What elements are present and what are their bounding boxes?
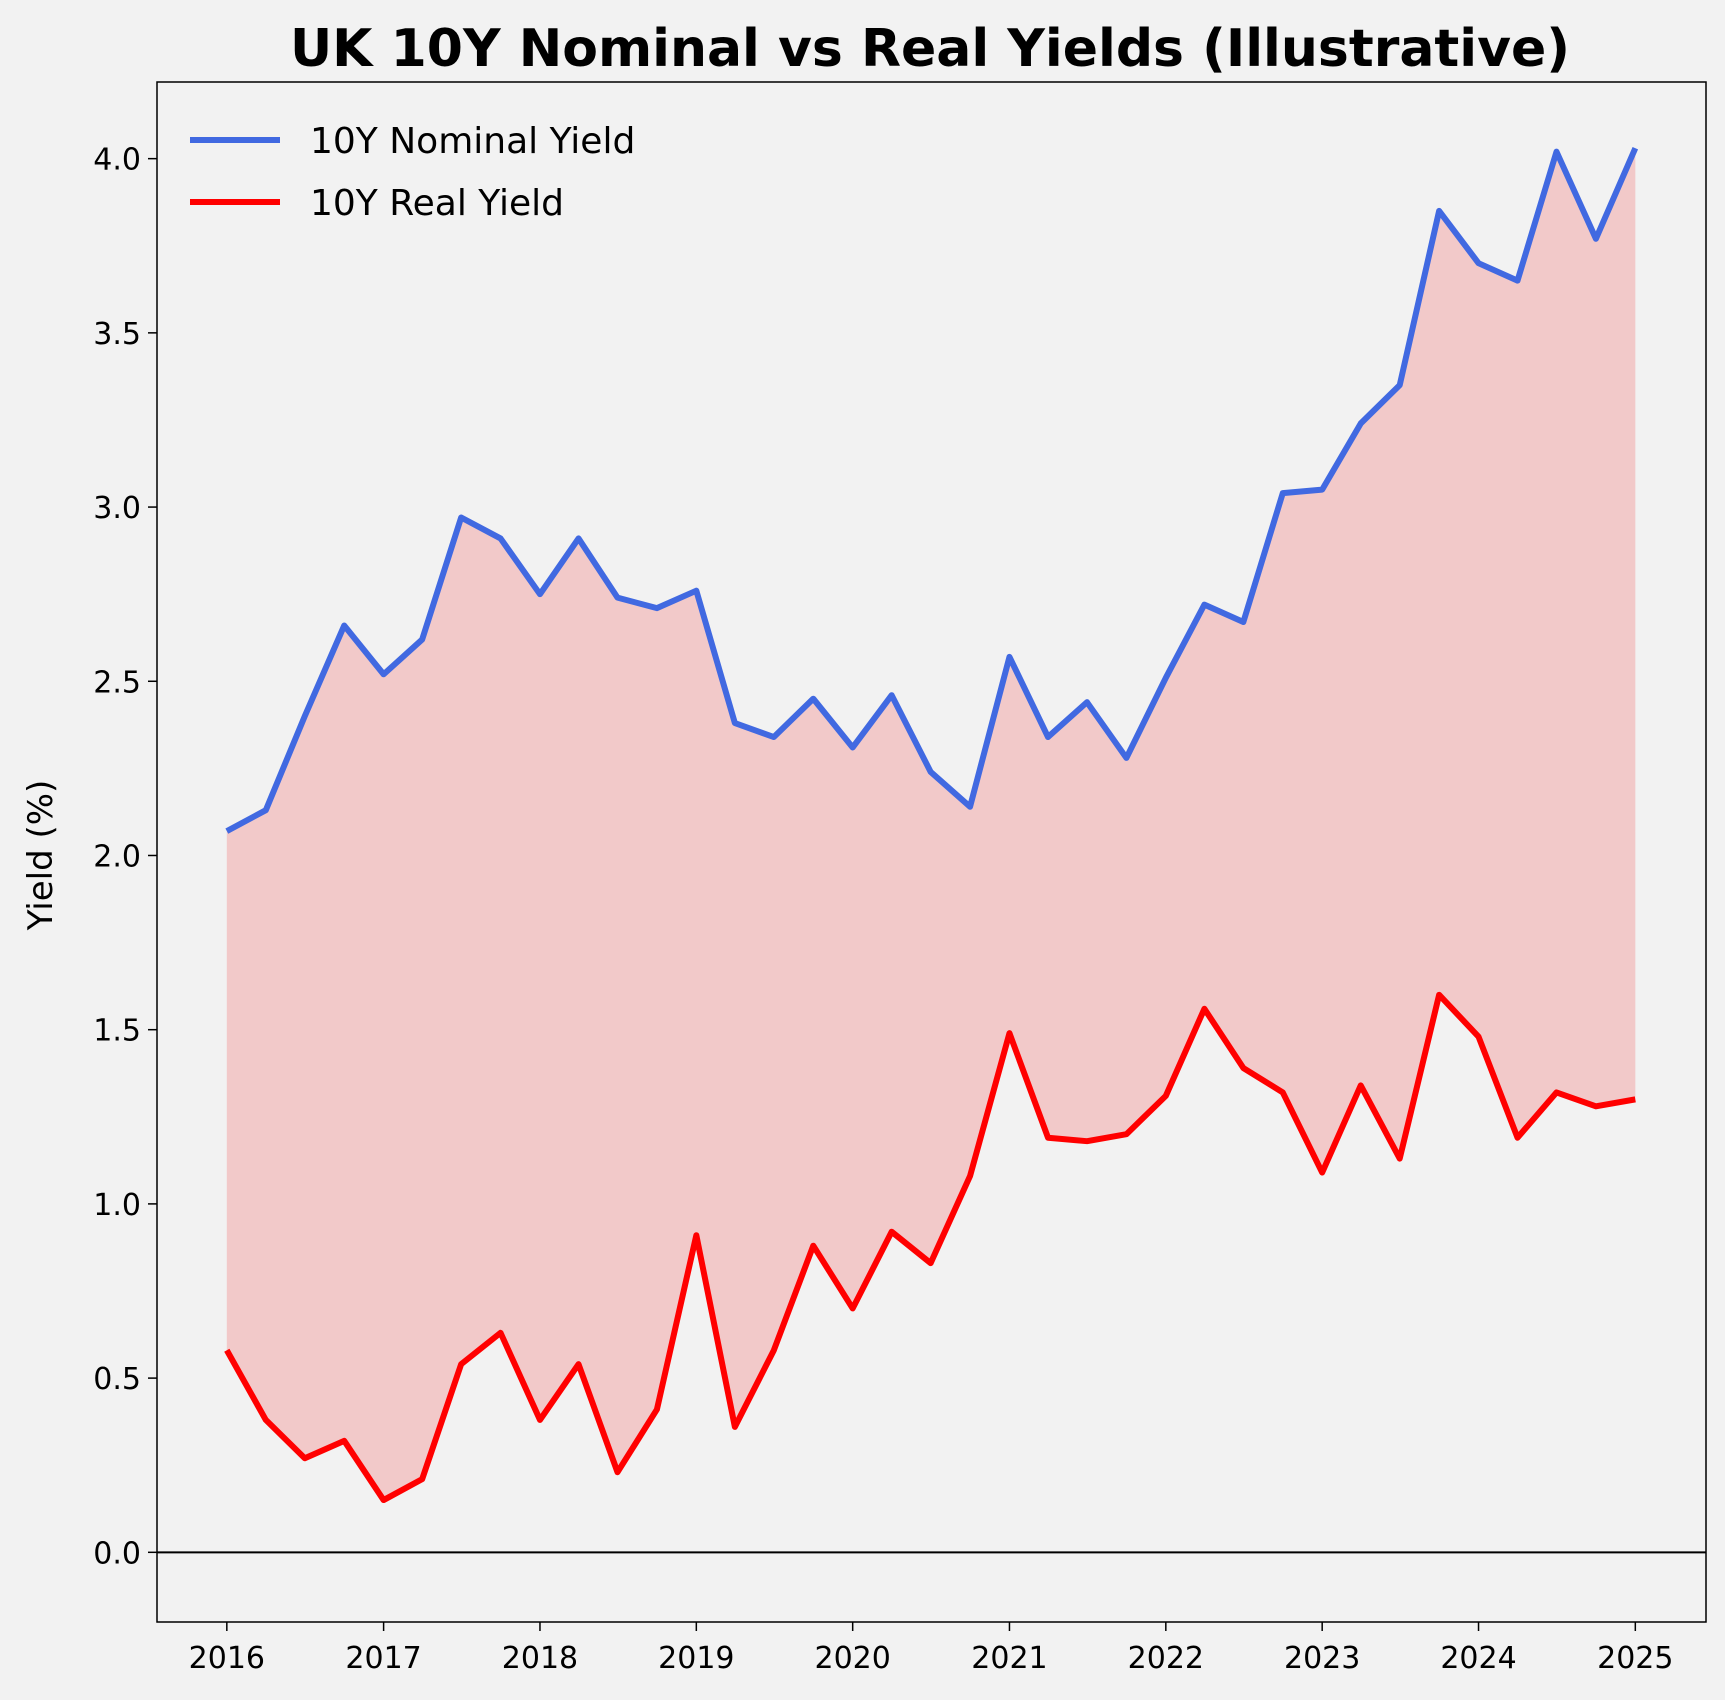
- y-tick-label: 2.5: [93, 665, 141, 700]
- legend: 10Y Nominal Yield 10Y Real Yield: [190, 121, 635, 224]
- x-tick-label: 2021: [971, 1641, 1047, 1676]
- x-tick-label: 2018: [502, 1641, 578, 1676]
- x-tick-label: 2023: [1284, 1641, 1360, 1676]
- legend-label: 10Y Real Yield: [310, 183, 564, 224]
- x-tick-label: 2025: [1597, 1641, 1673, 1676]
- y-tick-label: 3.0: [93, 491, 141, 526]
- x-tick-label: 2019: [658, 1641, 734, 1676]
- x-tick-label: 2024: [1440, 1641, 1516, 1676]
- series-line-real: [224, 991, 1636, 1504]
- y-tick-label: 0.5: [93, 1362, 141, 1397]
- x-tick-label: 2016: [189, 1641, 265, 1676]
- x-tick-label: 2017: [345, 1641, 421, 1676]
- y-tick-label: 0.0: [93, 1536, 141, 1571]
- chart-title: UK 10Y Nominal vs Real Yields (Illustrat…: [290, 19, 1570, 79]
- y-axis-title: Yield (%): [21, 780, 61, 932]
- y-tick-label: 3.5: [93, 317, 141, 352]
- spread-fill: [226, 148, 1636, 1501]
- x-tick-label: 2022: [1128, 1641, 1204, 1676]
- legend-label: 10Y Nominal Yield: [310, 121, 635, 162]
- series-line-nominal: [225, 147, 1639, 834]
- y-tick-label: 4.0: [93, 143, 141, 178]
- y-tick-label: 1.5: [93, 1014, 141, 1049]
- x-tick-label: 2020: [814, 1641, 890, 1676]
- y-tick-label: 1.0: [93, 1188, 141, 1223]
- y-tick-label: 2.0: [93, 839, 141, 874]
- plot-frame: [156, 81, 1707, 1623]
